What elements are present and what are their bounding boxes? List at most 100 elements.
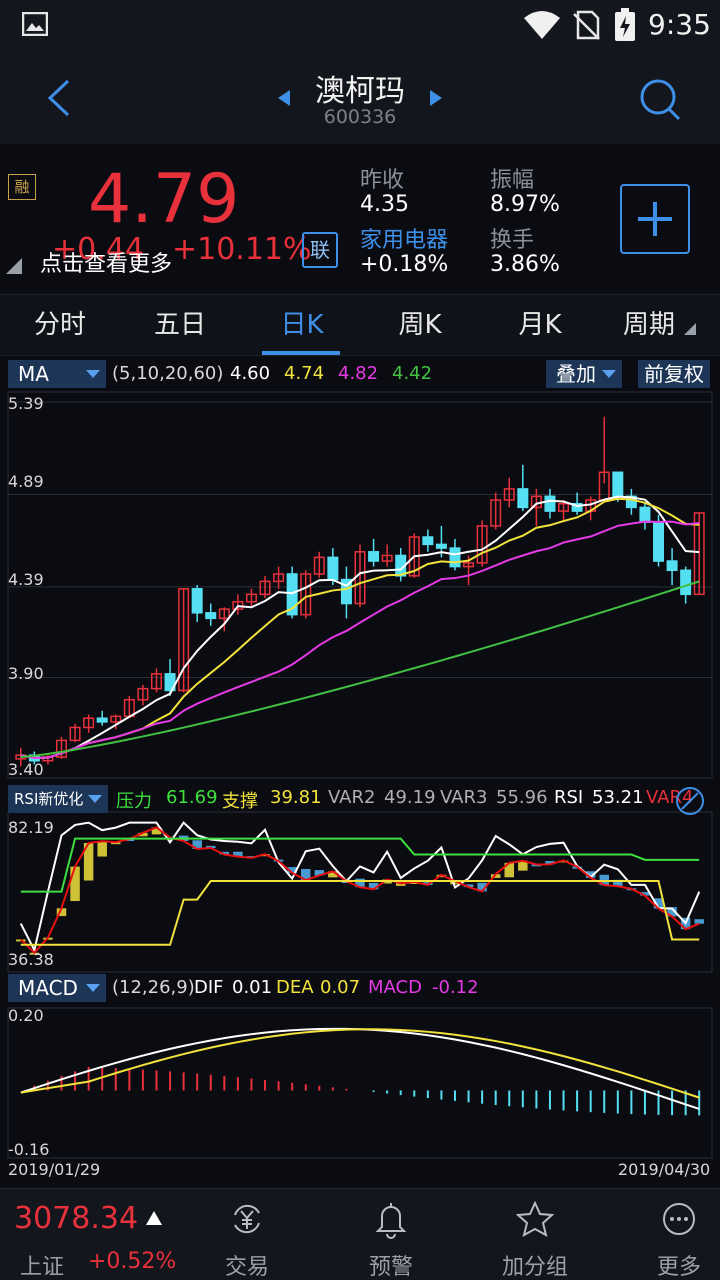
- date-end: 2019/04/30: [618, 1160, 711, 1179]
- index-value[interactable]: 3078.34: [14, 1201, 139, 1236]
- candle-body: [612, 471, 624, 498]
- search-icon[interactable]: [638, 78, 682, 122]
- next-stock-icon[interactable]: [428, 88, 444, 108]
- candle-body: [300, 573, 312, 616]
- candle-body: [693, 512, 705, 596]
- kline-grid: [8, 401, 712, 679]
- overlay-select[interactable]: 叠加: [546, 360, 622, 388]
- view-more-hint[interactable]: 点击查看更多: [40, 252, 173, 277]
- rsi-band-bar: [490, 874, 501, 878]
- candle-body: [463, 562, 475, 568]
- nav-bar: 澳柯玛 600336: [0, 50, 720, 144]
- ma-indicator-select[interactable]: MA: [8, 360, 106, 388]
- macd-value: -0.12: [432, 977, 479, 998]
- corner-triangle-icon: [6, 258, 22, 274]
- wifi-icon: [524, 11, 560, 39]
- macd-tick-low: -0.16: [8, 1140, 50, 1159]
- rsi-band-bar: [205, 845, 216, 849]
- candle-body: [218, 608, 230, 620]
- more-icon: [663, 1203, 695, 1235]
- add-watchlist-button[interactable]: [620, 184, 690, 254]
- rsi-band-bar: [694, 919, 704, 924]
- macd-params: (12,26,9): [112, 977, 195, 998]
- rsi-band-bar: [518, 860, 528, 871]
- rsi-tick-high: 82.19: [8, 818, 54, 837]
- rsi-band-bar: [545, 861, 555, 865]
- nav-more[interactable]: 更多: [624, 1189, 720, 1280]
- star-icon: [516, 1201, 554, 1237]
- rsi-band-bar: [585, 871, 596, 878]
- candle-body: [503, 488, 515, 501]
- quote-panel[interactable]: 融 4.79 +0.44 +10.11% 点击查看更多 联 昨收 4.35 家用…: [0, 144, 720, 294]
- indicator-settings-icon[interactable]: [674, 785, 706, 817]
- nav-trade[interactable]: 交易: [192, 1189, 302, 1280]
- candle-body: [178, 588, 190, 692]
- nav-alert-label: 预警: [368, 1255, 413, 1280]
- candle-body: [449, 547, 461, 568]
- industry-change: +0.18%: [360, 252, 449, 277]
- tab-five-day[interactable]: 五日: [153, 310, 206, 340]
- rsi-band-bar: [613, 879, 623, 887]
- rsi-band-bar: [56, 908, 67, 917]
- prev-stock-icon[interactable]: [276, 88, 292, 108]
- candle-body: [680, 569, 692, 596]
- rsi-indicator-select[interactable]: RSI新优化: [8, 785, 108, 813]
- candle-body: [422, 536, 434, 546]
- candle-body: [571, 502, 583, 512]
- rsi-band-bar: [355, 878, 365, 888]
- macd-plot: [20, 1027, 701, 1116]
- candle-body: [544, 495, 556, 512]
- rsi-band-bar: [395, 883, 406, 886]
- tab-daily-k[interactable]: 日K: [280, 310, 324, 340]
- nav-add-group[interactable]: 加分组: [480, 1189, 590, 1280]
- amplitude-value: 8.97%: [490, 192, 560, 217]
- dea-value: 0.07: [320, 977, 361, 998]
- pressure-value: 61.69: [166, 787, 218, 808]
- dea-label: DEA: [276, 977, 314, 998]
- amplitude-label: 振幅: [490, 168, 535, 193]
- industry-link[interactable]: 家用电器: [360, 228, 449, 253]
- back-icon[interactable]: [44, 78, 74, 118]
- rsi-band-bar: [328, 871, 338, 878]
- price-tick-4: 3.90: [8, 664, 44, 683]
- rsi-band-bar: [192, 840, 202, 849]
- ma60-value: 4.42: [392, 363, 433, 384]
- candle-body: [137, 687, 149, 701]
- tab-monthly-k[interactable]: 月K: [518, 310, 562, 340]
- rsi-band-bar: [97, 841, 107, 857]
- candle-body: [96, 717, 108, 723]
- stock-chart[interactable]: [0, 390, 720, 1188]
- yuan-exchange-icon: [234, 1204, 260, 1234]
- price-tick-5: 3.40: [8, 760, 44, 779]
- macd-frame: [7, 1007, 713, 1159]
- dif-label: DIF: [194, 977, 224, 998]
- rsi-frame: [7, 811, 713, 973]
- tab-weekly-k[interactable]: 周K: [398, 310, 442, 340]
- support-label: 支撑: [222, 791, 258, 812]
- var3-value: 55.96: [496, 787, 548, 808]
- macd-indicator-select[interactable]: MACD: [8, 974, 106, 1002]
- macd-label: MACD: [368, 977, 422, 998]
- period-dropdown-icon: [684, 323, 696, 335]
- rsi-band-bar: [640, 892, 650, 896]
- gallery-notification-icon: [22, 12, 48, 36]
- candle-body: [476, 525, 488, 564]
- price-tick-3: 4.39: [8, 570, 44, 589]
- status-time: 9:35: [648, 8, 711, 41]
- kline-candles: [15, 416, 705, 767]
- ma10-line: [20, 497, 700, 759]
- tab-period[interactable]: 周期: [622, 310, 675, 340]
- bell-icon: [375, 1203, 407, 1239]
- tab-intraday[interactable]: 分时: [33, 310, 86, 340]
- adjust-select[interactable]: 前复权: [638, 360, 710, 388]
- candle-body: [259, 580, 271, 596]
- ma20-line: [20, 520, 700, 759]
- rsi-band-bar: [504, 862, 515, 878]
- candle-body: [435, 543, 447, 549]
- candle-body: [69, 726, 81, 742]
- linked-badge[interactable]: 联: [302, 232, 338, 268]
- candle-body: [191, 588, 203, 614]
- price-change: +0.44: [52, 232, 144, 267]
- nav-alert[interactable]: 预警: [336, 1189, 446, 1280]
- rsi-band-bar: [287, 867, 297, 873]
